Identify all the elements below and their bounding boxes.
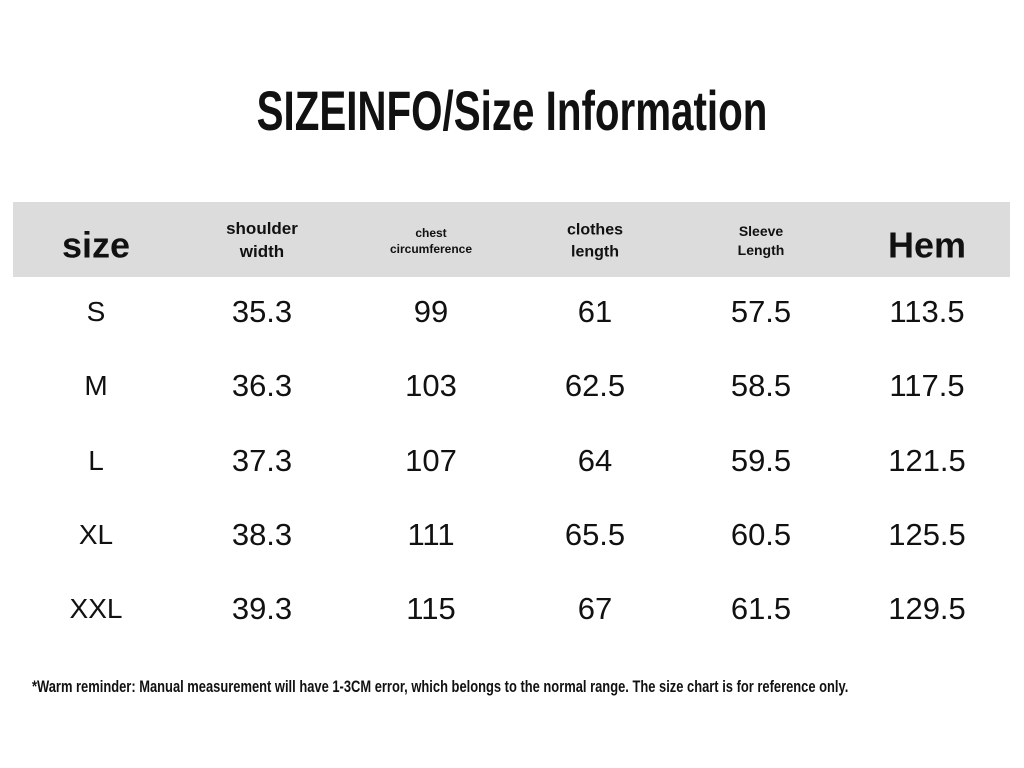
measurement: 59.5 — [730, 442, 792, 478]
measurement: 117.5 — [889, 368, 965, 404]
header-band — [13, 202, 1010, 277]
measurement: 99 — [413, 294, 449, 330]
measurement: 125.5 — [888, 516, 966, 552]
size-label: L — [88, 444, 104, 476]
measurement: 61 — [577, 294, 613, 330]
measurement: 35.3 — [231, 294, 293, 330]
title: SIZEINFO/Size Information — [256, 79, 768, 142]
measurement: 129.5 — [888, 591, 966, 627]
size-label: M — [84, 370, 108, 402]
measurement: 58.5 — [730, 368, 792, 404]
measurement: 107 — [405, 442, 457, 478]
column-header: shoulder width — [226, 219, 298, 261]
measurement: 38.3 — [231, 516, 293, 552]
size-label: XXL — [69, 593, 123, 625]
footnote: *Warm reminder: Manual measurement will … — [32, 677, 849, 696]
size-label: XL — [78, 518, 114, 550]
measurement: 67 — [577, 591, 613, 627]
column-header: Hem — [887, 224, 967, 266]
measurement: 60.5 — [730, 516, 792, 552]
measurement: 57.5 — [730, 294, 792, 330]
column-header: clothes length — [566, 221, 623, 260]
measurement: 121.5 — [888, 442, 966, 478]
measurement: 111 — [407, 516, 455, 552]
measurement: 61.5 — [730, 591, 792, 627]
measurement: 36.3 — [231, 368, 293, 404]
column-header: chest circumference — [389, 225, 473, 256]
measurement: 65.5 — [564, 516, 626, 552]
measurement: 113.5 — [889, 294, 965, 330]
measurement: 39.3 — [231, 591, 293, 627]
size-label: S — [86, 296, 106, 328]
measurement: 103 — [405, 368, 457, 404]
column-header: Sleeve Length — [737, 223, 785, 258]
measurement: 64 — [577, 442, 613, 478]
measurement: 62.5 — [564, 368, 626, 404]
measurement: 115 — [406, 591, 456, 627]
column-header: size — [61, 224, 131, 266]
measurement: 37.3 — [231, 442, 293, 478]
